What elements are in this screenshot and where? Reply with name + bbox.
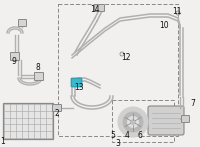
FancyBboxPatch shape bbox=[35, 72, 44, 81]
FancyBboxPatch shape bbox=[182, 116, 190, 122]
Text: 8: 8 bbox=[36, 64, 40, 72]
FancyBboxPatch shape bbox=[18, 20, 26, 26]
Text: 10: 10 bbox=[159, 21, 169, 30]
Text: 7: 7 bbox=[191, 98, 195, 107]
Text: 2: 2 bbox=[55, 108, 59, 117]
Text: 9: 9 bbox=[12, 57, 16, 66]
Bar bbox=[112, 100, 174, 142]
Circle shape bbox=[128, 117, 138, 127]
FancyBboxPatch shape bbox=[10, 52, 20, 61]
Circle shape bbox=[123, 112, 143, 132]
FancyBboxPatch shape bbox=[52, 105, 62, 112]
Text: 6: 6 bbox=[138, 132, 142, 141]
Text: 13: 13 bbox=[74, 83, 84, 92]
Bar bbox=[58, 4, 178, 136]
Text: 14: 14 bbox=[90, 5, 100, 15]
Text: 12: 12 bbox=[121, 54, 131, 62]
Text: 3: 3 bbox=[116, 138, 120, 147]
Circle shape bbox=[118, 107, 148, 137]
Circle shape bbox=[130, 120, 136, 125]
Text: 5: 5 bbox=[111, 132, 115, 141]
FancyBboxPatch shape bbox=[95, 5, 104, 11]
Text: 1: 1 bbox=[1, 137, 5, 146]
Text: 4: 4 bbox=[125, 132, 129, 141]
FancyBboxPatch shape bbox=[71, 78, 82, 87]
FancyBboxPatch shape bbox=[148, 106, 184, 135]
Bar bbox=[3, 103, 53, 139]
Text: 11: 11 bbox=[172, 7, 182, 16]
